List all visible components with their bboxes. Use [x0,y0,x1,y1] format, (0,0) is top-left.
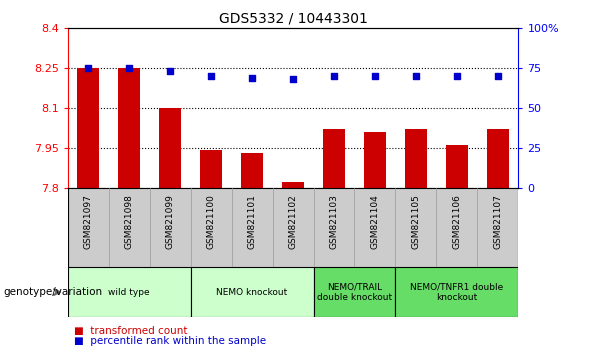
Bar [118,68,140,188]
Bar [200,150,223,188]
Bar [68,267,191,317]
Text: GSM821105: GSM821105 [411,194,421,249]
Text: genotype/variation: genotype/variation [3,287,102,297]
Point [329,73,339,79]
Point [493,73,502,79]
Bar [446,145,468,188]
Bar [313,267,395,317]
Bar [282,182,305,188]
Point [247,75,257,81]
Bar [405,129,427,188]
Bar [487,129,509,188]
Text: GSM821099: GSM821099 [166,194,175,249]
Bar [323,129,345,188]
Bar [77,68,100,188]
Text: GSM821100: GSM821100 [207,194,216,249]
Text: GSM821101: GSM821101 [247,194,257,249]
Text: ■  percentile rank within the sample: ■ percentile rank within the sample [74,336,266,346]
Text: GSM821107: GSM821107 [494,194,502,249]
Text: GSM821104: GSM821104 [370,194,379,249]
Text: ■  transformed count: ■ transformed count [74,326,187,336]
Text: wild type: wild type [108,287,150,297]
Text: GSM821097: GSM821097 [84,194,92,249]
Text: NEMO/TNFR1 double
knockout: NEMO/TNFR1 double knockout [411,282,504,302]
Point [84,65,93,71]
Point [206,73,216,79]
Point [124,65,134,71]
Point [370,73,380,79]
Text: GSM821098: GSM821098 [125,194,134,249]
Point [166,69,175,74]
Bar [241,153,263,188]
Point [452,73,462,79]
Bar [191,267,313,317]
Bar [159,108,181,188]
Point [289,76,298,82]
Point [411,73,421,79]
Title: GDS5332 / 10443301: GDS5332 / 10443301 [219,12,368,26]
Text: GSM821103: GSM821103 [329,194,339,249]
Text: NEMO/TRAIL
double knockout: NEMO/TRAIL double knockout [317,282,392,302]
Bar [363,132,386,188]
Text: GSM821106: GSM821106 [452,194,461,249]
Text: NEMO knockout: NEMO knockout [216,287,287,297]
Text: GSM821102: GSM821102 [289,194,297,249]
Bar [395,267,518,317]
